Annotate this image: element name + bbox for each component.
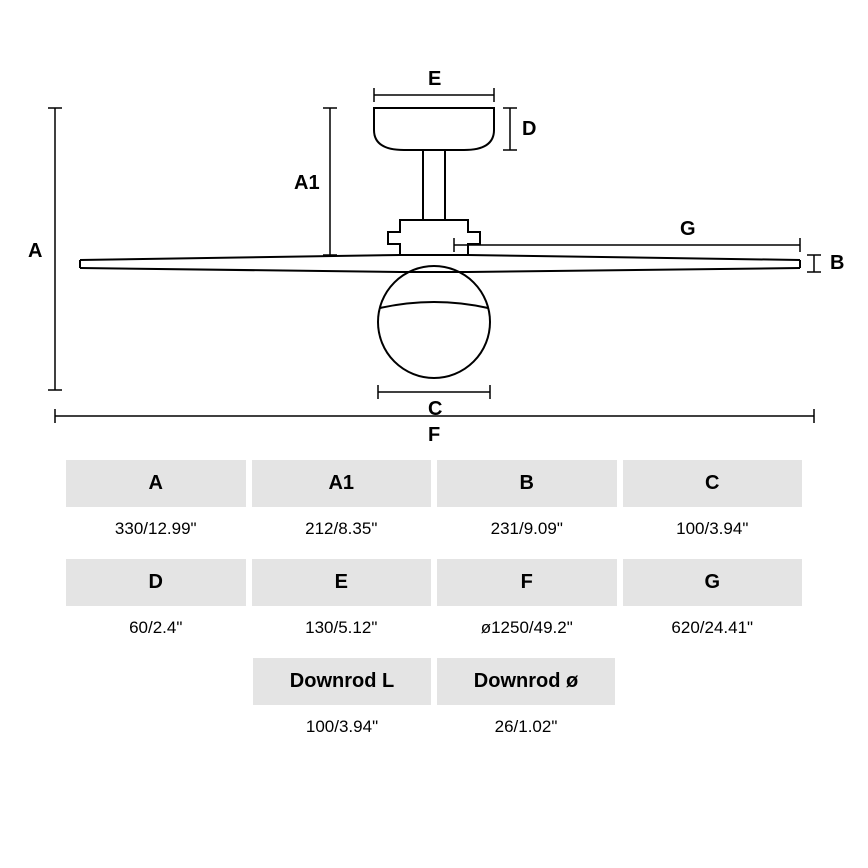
dim-label-d: D	[522, 118, 536, 141]
td-g: 620/24.41"	[623, 606, 803, 650]
td-downrod-dia: 26/1.02"	[437, 705, 615, 749]
td-b: 231/9.09"	[437, 507, 617, 551]
spec-table-row3: Downrod L Downrod ø 100/3.94" 26/1.02"	[247, 658, 621, 749]
th-d: D	[66, 559, 246, 606]
dim-label-c: C	[428, 398, 442, 421]
th-downrod-l: Downrod L	[253, 658, 431, 705]
td-a: 330/12.99"	[66, 507, 246, 551]
dim-label-g: G	[680, 218, 696, 241]
th-e: E	[252, 559, 432, 606]
dim-label-a: A	[28, 240, 42, 263]
td-a1: 212/8.35"	[252, 507, 432, 551]
th-f: F	[437, 559, 617, 606]
th-downrod-dia: Downrod ø	[437, 658, 615, 705]
th-a1: A1	[252, 460, 432, 507]
th-b: B	[437, 460, 617, 507]
td-c: 100/3.94"	[623, 507, 803, 551]
td-d: 60/2.4"	[66, 606, 246, 650]
td-downrod-l: 100/3.94"	[253, 705, 431, 749]
spec-table-area: A A1 B C 330/12.99" 212/8.35" 231/9.09" …	[0, 460, 868, 749]
spec-table-row1: A A1 B C 330/12.99" 212/8.35" 231/9.09" …	[60, 460, 808, 551]
dim-label-a1: A1	[294, 172, 320, 195]
dim-label-b: B	[830, 252, 844, 275]
td-e: 130/5.12"	[252, 606, 432, 650]
technical-diagram: A A1 E D G B C F	[0, 0, 868, 460]
dim-label-e: E	[428, 68, 441, 91]
dim-label-f: F	[428, 424, 440, 447]
spec-table-row2: D E F G 60/2.4" 130/5.12" ø1250/49.2" 62…	[60, 559, 808, 650]
th-c: C	[623, 460, 803, 507]
td-f: ø1250/49.2"	[437, 606, 617, 650]
th-a: A	[66, 460, 246, 507]
th-g: G	[623, 559, 803, 606]
